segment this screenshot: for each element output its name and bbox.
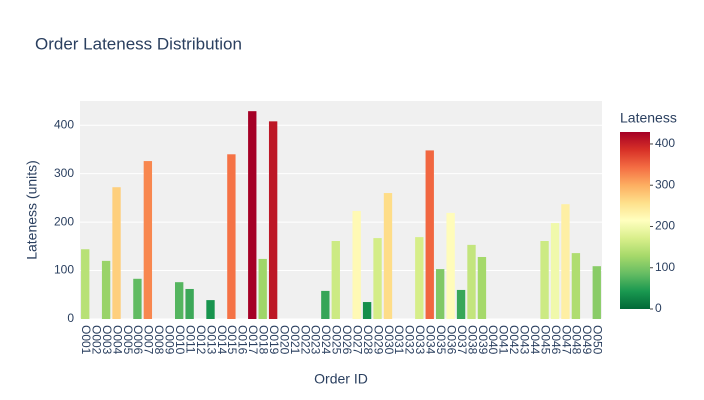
x-tick-label: O010 <box>173 325 187 355</box>
x-tick-label: O035 <box>434 325 448 355</box>
bar <box>592 266 601 319</box>
bar <box>175 282 184 319</box>
x-tick-label: O038 <box>465 325 479 355</box>
bar <box>206 300 215 319</box>
colorbar-tick-label: 0 <box>655 301 662 315</box>
colorbar-tick-label: 200 <box>655 219 675 233</box>
y-tick-label: 0 <box>67 311 74 325</box>
colorbar-tick-label: 400 <box>655 136 675 150</box>
bar <box>268 121 278 319</box>
bar <box>227 154 236 319</box>
x-tick-label: O034 <box>424 325 438 355</box>
x-tick-label: O015 <box>225 325 239 355</box>
bar <box>258 258 267 319</box>
y-tick-label: 100 <box>54 263 74 277</box>
colorbar-title: Lateness <box>620 110 677 126</box>
bar <box>425 150 434 319</box>
bar <box>185 288 194 319</box>
x-tick-label: O047 <box>559 325 573 355</box>
bar <box>383 193 393 319</box>
bar <box>415 237 424 319</box>
bar <box>540 241 549 319</box>
bar <box>456 289 466 319</box>
x-tick-label: O033 <box>413 325 427 355</box>
x-tick-label: O005 <box>121 325 135 355</box>
plot-background <box>80 101 602 319</box>
x-tick-label: O021 <box>288 325 302 355</box>
x-tick-label: O006 <box>131 325 145 355</box>
x-tick-label: O045 <box>538 325 552 355</box>
x-tick-label: O023 <box>309 325 323 355</box>
x-tick-label: O026 <box>340 325 354 355</box>
y-axis-title: Lateness (units) <box>24 160 40 260</box>
bar <box>133 278 142 319</box>
bar <box>362 302 372 319</box>
bar <box>550 223 560 319</box>
bar <box>561 204 570 319</box>
bar <box>112 187 121 319</box>
bar <box>436 269 445 319</box>
x-tick-label: O007 <box>142 325 156 355</box>
bar <box>331 241 340 319</box>
x-tick-label: O030 <box>382 325 396 355</box>
bar <box>248 111 257 319</box>
bar <box>571 253 581 319</box>
x-tick-label: O020 <box>277 325 291 355</box>
y-tick-label: 400 <box>54 117 74 131</box>
x-tick-label: O036 <box>444 325 458 355</box>
x-tick-label: O019 <box>267 325 281 355</box>
x-tick-label: O017 <box>246 325 260 355</box>
x-tick-label: O050 <box>591 325 605 355</box>
bar <box>81 249 90 319</box>
x-tick-label: O002 <box>89 325 103 355</box>
x-tick-label: O014 <box>215 325 229 355</box>
bar <box>467 244 476 319</box>
y-tick-label: 200 <box>54 214 74 228</box>
x-tick-label: O044 <box>528 325 542 355</box>
x-tick-label: O009 <box>163 325 177 355</box>
x-tick-label: O048 <box>570 325 584 355</box>
x-tick-label: O039 <box>476 325 490 355</box>
x-tick-label: O001 <box>79 325 93 355</box>
x-tick-label: O003 <box>100 325 114 355</box>
x-tick-label: O040 <box>486 325 500 355</box>
x-tick-label: O027 <box>350 325 364 355</box>
x-tick-label: O049 <box>580 325 594 355</box>
bar <box>101 260 111 319</box>
bar <box>373 238 382 319</box>
x-tick-label: O022 <box>298 325 312 355</box>
x-tick-label: O029 <box>371 325 385 355</box>
x-tick-label: O046 <box>549 325 563 355</box>
x-tick-label: O043 <box>518 325 532 355</box>
x-tick-label: O032 <box>403 325 417 355</box>
x-tick-label: O024 <box>319 325 333 355</box>
x-tick-label: O042 <box>507 325 521 355</box>
bar <box>321 290 330 319</box>
x-tick-label: O028 <box>361 325 375 355</box>
x-tick-label: O037 <box>455 325 469 355</box>
x-tick-label: O041 <box>497 325 511 355</box>
colorbar-tick-label: 300 <box>655 177 675 191</box>
chart-title: Order Lateness Distribution <box>35 34 242 53</box>
x-tick-label: O008 <box>152 325 166 355</box>
bar <box>446 212 455 319</box>
colorbar-tick-label: 100 <box>655 260 675 274</box>
x-tick-label: O012 <box>194 325 208 355</box>
bar <box>352 210 361 319</box>
x-tick-label: O016 <box>236 325 250 355</box>
x-tick-label: O004 <box>110 325 124 355</box>
x-tick-label: O013 <box>204 325 218 355</box>
colorbar <box>620 132 650 309</box>
x-tick-label: O018 <box>257 325 271 355</box>
bar <box>477 256 487 319</box>
x-tick-label: O011 <box>183 325 197 354</box>
x-tick-label: O031 <box>392 325 406 355</box>
y-tick-label: 300 <box>54 166 74 180</box>
x-tick-label: O025 <box>330 325 344 355</box>
x-axis-title: Order ID <box>314 371 368 387</box>
bar <box>143 161 153 319</box>
